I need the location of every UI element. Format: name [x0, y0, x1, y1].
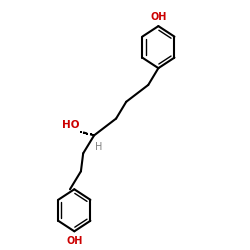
Text: HO: HO	[62, 120, 79, 130]
Text: H: H	[95, 142, 103, 152]
Text: OH: OH	[150, 12, 166, 22]
Text: OH: OH	[66, 236, 82, 246]
